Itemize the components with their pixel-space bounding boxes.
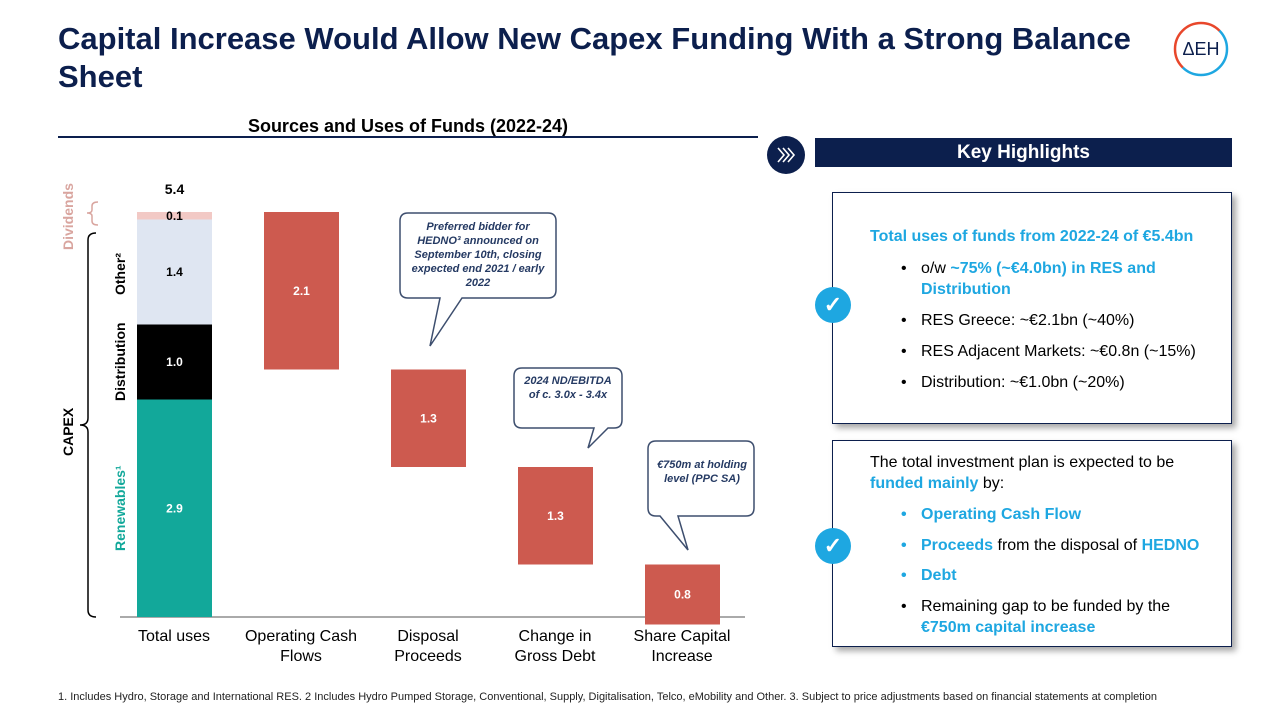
- bar-source-2: [391, 369, 466, 467]
- dividends-bracket: [86, 201, 99, 226]
- funding-item-1: • Operating Cash Flow: [901, 506, 1082, 523]
- xlabel-share-capital-increase: Share Capital Increase: [633, 628, 731, 665]
- bar-value-label: 1.0: [166, 355, 183, 369]
- chart-title: Sources and Uses of Funds (2022-24): [247, 116, 569, 136]
- callout-ndebitda-text: 2024 ND/EBITDA of c. 3.0x - 3.4x: [524, 375, 612, 401]
- bar-source-4: [645, 564, 720, 625]
- bar-value-label: 1.3: [420, 411, 437, 425]
- xlabel-total-uses: Total uses: [137, 628, 211, 645]
- page-title: Capital Increase Would Allow New Capex F…: [58, 21, 1131, 94]
- uses-summary-title: Total uses of funds from 2022-24 of €5.4…: [870, 228, 1194, 245]
- uses-bullet-4: • Distribution: ~€1.0bn (~20%): [901, 374, 1125, 391]
- xlabel-operating-cash-flows: Operating Cash Flows: [244, 628, 358, 665]
- capex-bracket: [79, 232, 97, 618]
- footnote: 1. Includes Hydro, Storage and Internati…: [58, 691, 1157, 703]
- bar-source-3: [518, 467, 593, 565]
- bar-value-label: 2.1: [293, 284, 310, 298]
- key-highlights-header: Key Highlights: [815, 138, 1232, 167]
- callout-hedno: [399, 212, 557, 347]
- bar-segment-other: [137, 219, 212, 325]
- dividends-axis-label: Dividends: [60, 183, 76, 250]
- uses-bullet-1: • o/w ~75% (~€4.0bn) in RES and Distribut…: [901, 260, 1156, 298]
- svg-text:ΔEH: ΔEH: [1182, 39, 1219, 59]
- xlabel-disposal-proceeds: Disposal Proceeds: [394, 628, 462, 665]
- bar-segment-distribution: [137, 324, 212, 400]
- bar-source-1: [264, 212, 339, 370]
- chart-title-underline: [58, 136, 758, 138]
- funding-item-4: • Remaining gap to be funded by the €750m …: [901, 598, 1171, 636]
- other-axis-label: Other²: [112, 253, 128, 295]
- renewables-axis-label: Renewables¹: [112, 465, 128, 551]
- bar-segment-dividends: [137, 212, 212, 220]
- chevron-forward-icon: [767, 136, 805, 174]
- company-logo: ΔEH: [1173, 21, 1229, 77]
- bar-segment-renewables: [137, 399, 212, 617]
- funding-item-2: • Proceeds from the disposal of HEDNO: [901, 537, 1200, 554]
- xlabel-change-gross-debt: Change in Gross Debt: [514, 628, 596, 665]
- bar-value-label: 0.1: [166, 209, 183, 223]
- funding-item-3: • Debt: [901, 567, 957, 584]
- uses-bullet-2: • RES Greece: ~€2.1bn (~40%): [901, 312, 1135, 329]
- callout-ndebitda: [513, 367, 623, 449]
- bar-value-label: 0.8: [674, 588, 691, 602]
- funding-intro: The total investment plan is expected to…: [870, 454, 1175, 492]
- highlights-box-uses: [832, 192, 1232, 424]
- checkmark-icon: ✓: [815, 528, 851, 564]
- bar-value-label: 2.9: [166, 501, 183, 515]
- callout-holding-text: €750m at holding level (PPC SA): [657, 459, 747, 485]
- callout-holding: [647, 440, 755, 551]
- sources-uses-chart: 2.9 1.0 1.4 0.1 2.1 1.3 1.3 0.8: [79, 201, 755, 625]
- highlights-box-funding: [832, 440, 1232, 647]
- bar-value-label: 1.4: [166, 265, 183, 279]
- capex-axis-label: CAPEX: [60, 407, 76, 456]
- total-label: 5.4: [164, 181, 185, 197]
- uses-bullet-3: • RES Adjacent Markets: ~€0.8n (~15%): [901, 343, 1196, 360]
- checkmark-icon: ✓: [815, 287, 851, 323]
- distribution-axis-label: Distribution: [112, 322, 128, 401]
- bar-value-label: 1.3: [547, 509, 564, 523]
- callout-hedno-text: Preferred bidder for HEDNO³ announced on…: [411, 221, 545, 289]
